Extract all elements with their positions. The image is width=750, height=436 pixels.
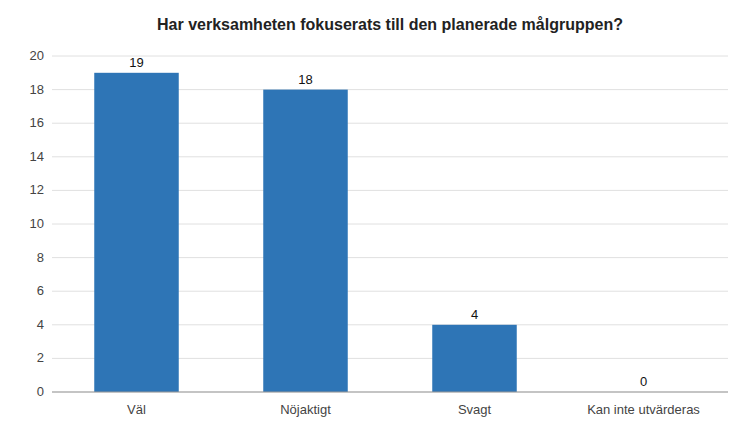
y-tick-label: 20 [30,48,44,63]
y-tick-label: 4 [37,317,44,332]
grid-line [52,392,728,393]
data-label: 0 [640,374,647,389]
chart-container: Har verksamheten fokuserats till den pla… [0,0,750,436]
bars [94,73,517,392]
x-tick-label: Svagt [458,402,492,417]
data-labels: 19 18 4 0 [129,55,647,389]
x-axis: Väl Nöjaktigt Svagt Kan inte utvärderas [127,402,700,417]
y-axis: 0 2 4 6 8 10 12 14 16 18 20 [30,48,728,399]
bar [263,90,348,392]
chart-title: Har verksamheten fokuserats till den pla… [157,16,623,33]
chart-svg: Har verksamheten fokuserats till den pla… [0,0,750,436]
y-tick-label: 14 [30,149,44,164]
data-label: 18 [298,72,312,87]
y-tick-label: 8 [37,250,44,265]
y-tick-label: 2 [37,350,44,365]
bar [94,73,179,392]
y-tick-label: 18 [30,82,44,97]
bar [432,325,517,392]
x-axis-line [52,392,728,393]
y-tick-label: 12 [30,182,44,197]
x-tick-label: Väl [127,402,146,417]
y-tick-label: 10 [30,216,44,231]
grid-line [52,56,728,57]
data-label: 19 [129,55,143,70]
y-tick-label: 0 [37,384,44,399]
x-tick-label: Nöjaktigt [280,402,331,417]
y-tick-label: 6 [37,283,44,298]
data-label: 4 [471,307,478,322]
y-tick-label: 16 [30,115,44,130]
x-tick-label: Kan inte utvärderas [587,402,700,417]
